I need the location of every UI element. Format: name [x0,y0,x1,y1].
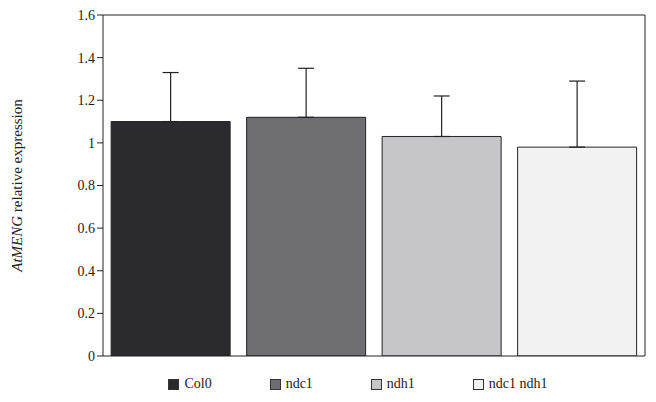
svg-text:0.4: 0.4 [78,264,96,279]
html-text:Col0: Col0 [184,376,212,391]
svg-text:0.8: 0.8 [78,178,96,193]
svg-text:0.2: 0.2 [78,306,96,321]
svg-text:0: 0 [88,349,95,364]
svg-text:AtMENG relative expression: AtMENG relative expression [9,99,25,273]
svg-text:1: 1 [88,136,95,151]
svg-text:1.6: 1.6 [78,8,96,23]
html-text:ndc1: ndc1 [285,376,313,391]
svg-text:1.2: 1.2 [78,93,96,108]
html-text:ndc1 ndh1: ndc1 ndh1 [488,376,548,391]
svg-text:1.4: 1.4 [78,51,96,66]
svg-text:0.6: 0.6 [78,221,96,236]
html-text:ndh1: ndh1 [386,376,415,391]
